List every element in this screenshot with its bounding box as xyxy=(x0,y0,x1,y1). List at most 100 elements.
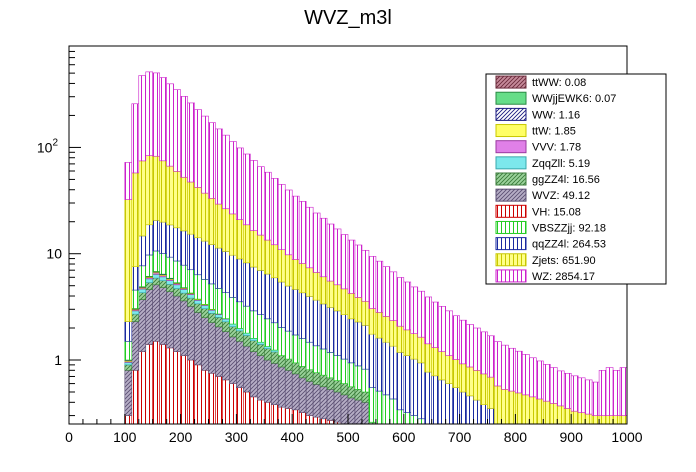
bar xyxy=(354,399,363,425)
bar xyxy=(250,230,258,268)
bar xyxy=(319,418,328,425)
bar xyxy=(277,366,286,408)
bar xyxy=(389,320,398,347)
y-tick-label: 10 xyxy=(46,246,62,262)
bar xyxy=(263,359,272,403)
bar xyxy=(556,405,565,425)
series-11 xyxy=(124,155,628,425)
bar xyxy=(319,348,328,376)
bar xyxy=(166,280,174,285)
bar xyxy=(180,264,188,288)
bar xyxy=(208,244,216,285)
bar xyxy=(326,420,335,425)
bar xyxy=(340,394,349,425)
bar xyxy=(431,347,439,377)
bar xyxy=(180,355,188,425)
bar xyxy=(459,391,467,425)
bar xyxy=(424,296,433,345)
bar xyxy=(236,258,244,303)
bar xyxy=(549,367,558,404)
bar xyxy=(222,318,230,323)
bar xyxy=(173,288,181,297)
bar xyxy=(138,235,147,267)
bar xyxy=(180,292,188,302)
bar xyxy=(236,340,244,388)
bar xyxy=(124,199,133,322)
bar xyxy=(257,341,265,345)
bar xyxy=(354,389,363,401)
bar xyxy=(354,365,363,390)
bar xyxy=(326,280,335,308)
bar xyxy=(243,153,251,226)
bar xyxy=(298,201,307,264)
x-tick-label: 600 xyxy=(392,429,416,445)
bar xyxy=(438,351,446,381)
bar xyxy=(270,363,279,405)
bar xyxy=(417,418,426,425)
bar xyxy=(368,308,377,335)
bar xyxy=(187,181,195,235)
bar xyxy=(361,325,370,370)
bar xyxy=(396,277,405,327)
bar xyxy=(480,331,488,375)
bar xyxy=(312,384,321,418)
bar xyxy=(215,247,223,289)
legend-label: ttW: 1.85 xyxy=(532,126,576,138)
bar xyxy=(201,240,209,280)
bar xyxy=(131,310,140,315)
legend-label: WW: 1.16 xyxy=(532,109,580,121)
bar xyxy=(138,75,147,162)
bar xyxy=(591,381,600,416)
bar xyxy=(452,387,460,425)
bar xyxy=(222,208,230,252)
bar xyxy=(145,344,153,425)
bar xyxy=(382,394,391,425)
bar xyxy=(529,396,537,425)
bar xyxy=(326,377,335,390)
bar xyxy=(250,351,258,398)
bar xyxy=(208,309,216,314)
bar xyxy=(159,160,167,223)
bar xyxy=(487,335,495,378)
bar xyxy=(375,260,384,313)
bar xyxy=(291,259,300,290)
legend-item: VBSZZjj: 92.18 xyxy=(495,220,606,234)
bar xyxy=(180,96,188,178)
bar xyxy=(445,310,453,356)
bar xyxy=(291,334,300,364)
bar xyxy=(619,367,628,416)
bar xyxy=(236,328,244,332)
bar xyxy=(166,83,174,167)
bar xyxy=(612,370,621,416)
bar xyxy=(556,370,565,407)
bar xyxy=(263,318,272,347)
bar xyxy=(166,291,174,349)
bar xyxy=(201,370,209,425)
bar xyxy=(180,176,188,232)
bar xyxy=(243,335,251,347)
legend-item: ZqqZll: 5.19 xyxy=(495,156,590,170)
bar xyxy=(298,338,307,367)
bar xyxy=(473,399,481,425)
x-tick-label: 100 xyxy=(113,429,137,445)
bar xyxy=(361,300,370,326)
bar xyxy=(410,286,419,334)
bar xyxy=(529,357,537,398)
bar xyxy=(257,166,265,236)
bar xyxy=(131,289,140,309)
bar xyxy=(305,415,314,425)
bar xyxy=(305,206,314,269)
bar xyxy=(319,374,328,388)
bar xyxy=(263,348,272,361)
bar xyxy=(438,306,446,352)
bar xyxy=(333,310,342,356)
bar xyxy=(243,332,251,336)
bar xyxy=(215,314,223,318)
bar xyxy=(159,253,167,275)
bar xyxy=(515,350,523,394)
bar xyxy=(417,336,426,364)
bar xyxy=(431,375,439,425)
bar xyxy=(410,333,419,360)
bar xyxy=(222,134,230,210)
bar xyxy=(312,272,321,301)
